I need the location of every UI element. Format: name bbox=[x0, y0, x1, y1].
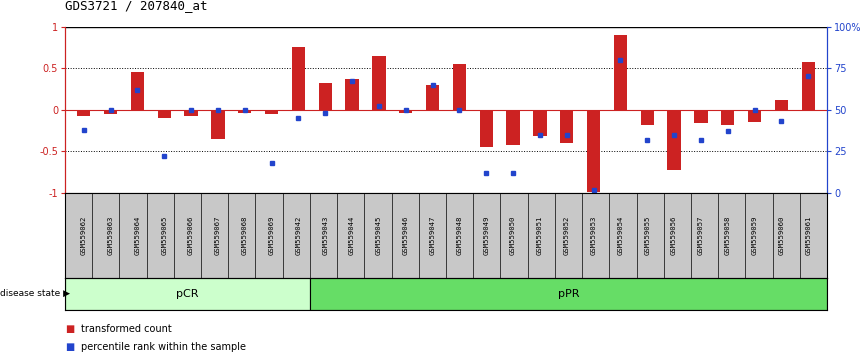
Bar bbox=[695, 110, 708, 123]
Text: GSM559060: GSM559060 bbox=[779, 216, 785, 255]
Text: GSM559067: GSM559067 bbox=[215, 216, 221, 255]
Text: GSM559046: GSM559046 bbox=[403, 216, 409, 255]
Text: GSM559044: GSM559044 bbox=[349, 216, 355, 255]
Bar bbox=[533, 110, 546, 136]
Bar bbox=[77, 110, 90, 116]
Text: GSM559069: GSM559069 bbox=[268, 216, 275, 255]
Text: pPR: pPR bbox=[558, 289, 579, 299]
Bar bbox=[775, 100, 788, 110]
Bar bbox=[721, 110, 734, 125]
Bar bbox=[614, 35, 627, 110]
Text: GSM559062: GSM559062 bbox=[81, 216, 87, 255]
Bar bbox=[319, 83, 332, 110]
Text: GSM559058: GSM559058 bbox=[725, 216, 731, 255]
Text: GSM559063: GSM559063 bbox=[107, 216, 113, 255]
Bar bbox=[453, 64, 466, 110]
Text: GDS3721 / 207840_at: GDS3721 / 207840_at bbox=[65, 0, 208, 12]
Text: GSM559042: GSM559042 bbox=[295, 216, 301, 255]
Bar bbox=[65, 278, 310, 310]
Bar bbox=[641, 110, 654, 125]
Bar bbox=[158, 110, 171, 118]
Text: disease state ▶: disease state ▶ bbox=[0, 289, 70, 298]
Bar bbox=[184, 110, 197, 116]
Text: GSM559047: GSM559047 bbox=[430, 216, 436, 255]
Bar bbox=[587, 110, 600, 192]
Text: GSM559054: GSM559054 bbox=[617, 216, 624, 255]
Text: GSM559056: GSM559056 bbox=[671, 216, 677, 255]
Text: GSM559065: GSM559065 bbox=[161, 216, 167, 255]
Text: ■: ■ bbox=[65, 324, 74, 334]
Bar bbox=[211, 110, 224, 139]
Text: GSM559048: GSM559048 bbox=[456, 216, 462, 255]
Text: GSM559057: GSM559057 bbox=[698, 216, 704, 255]
Text: GSM559061: GSM559061 bbox=[805, 216, 811, 255]
Bar bbox=[131, 72, 144, 110]
Text: GSM559068: GSM559068 bbox=[242, 216, 248, 255]
Bar bbox=[104, 110, 117, 114]
Text: GSM559064: GSM559064 bbox=[134, 216, 140, 255]
Text: GSM559050: GSM559050 bbox=[510, 216, 516, 255]
Bar bbox=[346, 79, 359, 110]
Text: pCR: pCR bbox=[176, 289, 198, 299]
Text: GSM559043: GSM559043 bbox=[322, 216, 328, 255]
Bar bbox=[668, 110, 681, 170]
Text: GSM559059: GSM559059 bbox=[752, 216, 758, 255]
Bar bbox=[265, 110, 278, 114]
Text: GSM559052: GSM559052 bbox=[564, 216, 570, 255]
Bar bbox=[480, 110, 493, 147]
Bar bbox=[372, 56, 385, 110]
Text: GSM559055: GSM559055 bbox=[644, 216, 650, 255]
Bar bbox=[310, 278, 827, 310]
Bar bbox=[292, 47, 305, 110]
Bar bbox=[507, 110, 520, 145]
Text: GSM559045: GSM559045 bbox=[376, 216, 382, 255]
Text: transformed count: transformed count bbox=[81, 324, 171, 334]
Bar bbox=[802, 62, 815, 110]
Text: GSM559066: GSM559066 bbox=[188, 216, 194, 255]
Text: GSM559053: GSM559053 bbox=[591, 216, 597, 255]
Bar bbox=[399, 110, 412, 113]
Bar bbox=[560, 110, 573, 143]
Text: percentile rank within the sample: percentile rank within the sample bbox=[81, 342, 246, 352]
Bar bbox=[238, 110, 251, 113]
Text: GSM559051: GSM559051 bbox=[537, 216, 543, 255]
Text: GSM559049: GSM559049 bbox=[483, 216, 489, 255]
Bar bbox=[748, 110, 761, 122]
Text: ■: ■ bbox=[65, 342, 74, 352]
Bar bbox=[426, 85, 439, 110]
